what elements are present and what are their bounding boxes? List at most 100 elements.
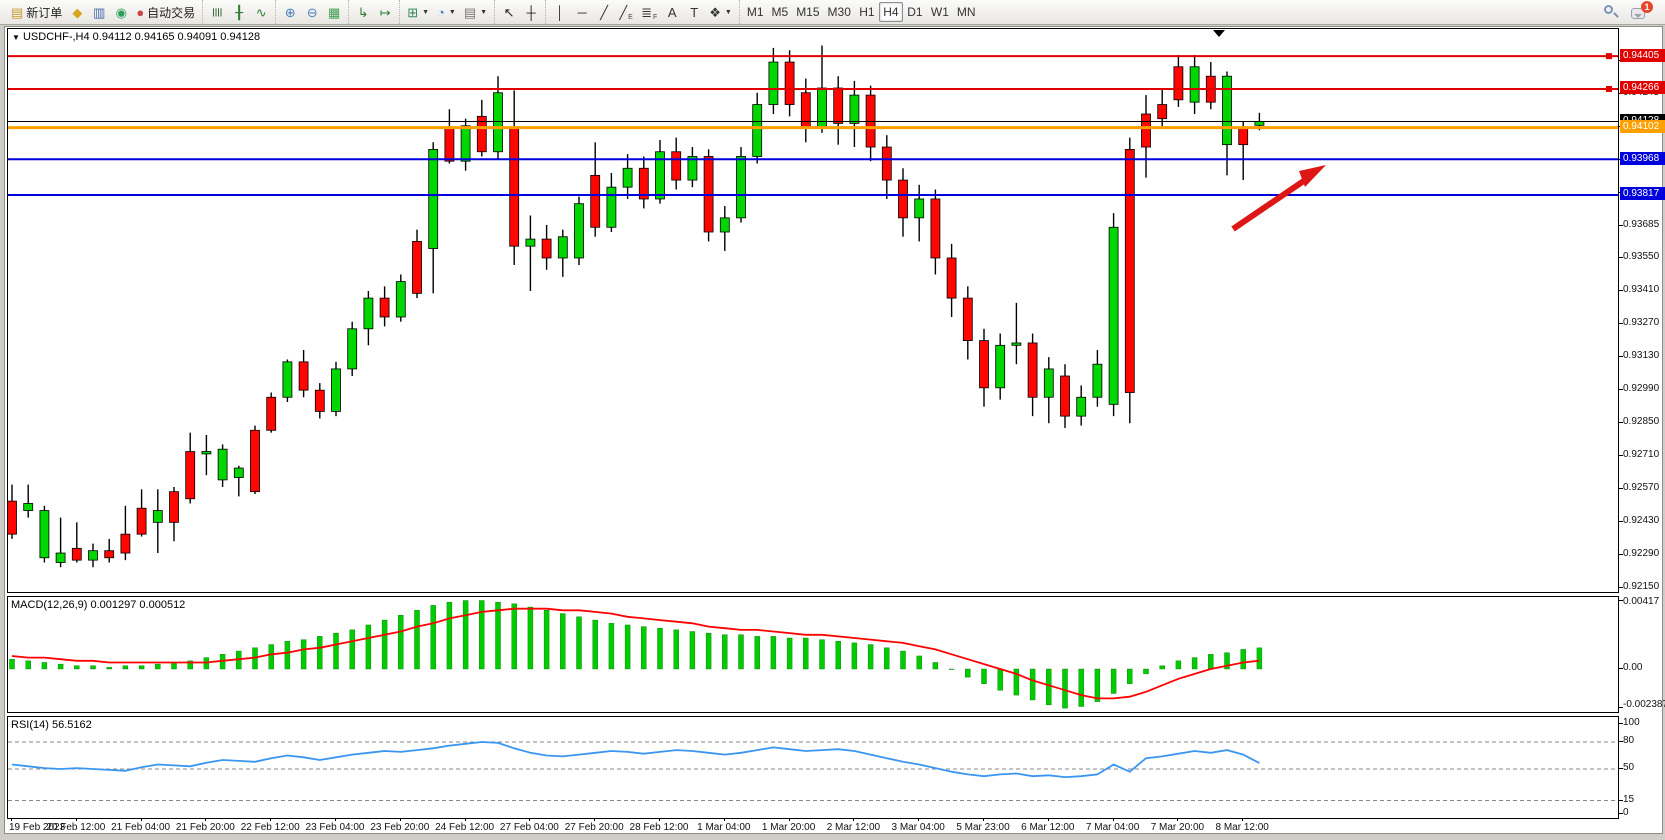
timeframe-M5-button[interactable]: M5 <box>768 2 793 22</box>
autotrading-button[interactable]: ● 自动交易 <box>132 2 199 22</box>
gold-diamond-button[interactable]: ◆ <box>66 2 88 22</box>
bull-candle-body <box>23 503 34 511</box>
bull-candle-body <box>1092 363 1103 398</box>
bear-candle-body <box>1173 66 1184 101</box>
candle <box>1189 54 1200 114</box>
candle <box>1043 357 1054 424</box>
macd-histogram-bar <box>997 668 1003 691</box>
arrow-annotation-head[interactable] <box>1299 165 1326 187</box>
tile-windows-button[interactable]: ▦ <box>323 2 345 22</box>
notifications-icon[interactable]: 1 <box>1631 1 1653 20</box>
macd-histogram-bar <box>1078 668 1084 707</box>
bull-candle-body <box>849 94 860 124</box>
timeframe-H1-button[interactable]: H1 <box>855 2 879 22</box>
rsi-scale-label: 15 <box>1623 793 1635 805</box>
fibonacci-button[interactable]: ≣ F <box>637 2 661 22</box>
search-icon[interactable] <box>1603 4 1619 20</box>
timeframe-M1-button[interactable]: M1 <box>743 2 768 22</box>
periods-dropdown-icon[interactable]: ▼ <box>448 8 456 16</box>
bull-candle-body <box>493 92 503 153</box>
rsi-axis[interactable]: 100 80 50 15 0 <box>1619 716 1665 819</box>
candle <box>282 359 293 402</box>
main-chart-panel[interactable] <box>7 28 1619 593</box>
candle <box>1173 54 1184 107</box>
timeframe-W1-button[interactable]: W1 <box>927 2 953 22</box>
timeframe-H4-label: H4 <box>883 5 899 19</box>
periods-button[interactable]: ◔ ▼ <box>433 2 460 22</box>
macd-histogram-bar <box>576 616 582 670</box>
bull-candle-body <box>525 238 536 247</box>
candle <box>169 486 179 542</box>
candle <box>1157 88 1168 129</box>
price-tick-label: 0.93685 <box>1623 219 1660 231</box>
rsi-tickmark <box>1619 741 1623 742</box>
price-tick-label: 0.92710 <box>1623 449 1660 461</box>
bars-chart-button[interactable]: ≣ <box>206 2 228 22</box>
horizontal-line-button[interactable]: ─ <box>571 2 593 22</box>
macd-histogram-bar <box>560 613 566 670</box>
timeframe-M15-button[interactable]: M15 <box>792 2 823 22</box>
candlestick-chart-button[interactable]: ╂ <box>228 2 250 22</box>
templates-button[interactable]: ▤ ▼ <box>460 2 491 22</box>
macd-histogram-bar <box>835 641 841 670</box>
templates-dropdown-icon[interactable]: ▼ <box>480 8 488 16</box>
rsi-panel[interactable] <box>7 716 1619 819</box>
bull-candle-body <box>768 61 779 105</box>
signals-button[interactable]: ◉ <box>110 2 132 22</box>
auto-scroll-button[interactable]: ↳ <box>352 2 374 22</box>
bear-candle-body <box>379 297 390 318</box>
resistance-line-1-handle[interactable] <box>1606 53 1612 60</box>
arrow-annotation[interactable] <box>1231 173 1313 232</box>
price-tickmark <box>1619 554 1623 556</box>
candle <box>347 321 358 377</box>
indicators-button[interactable]: ⊞ ▼ <box>403 2 433 22</box>
candle <box>1027 333 1038 417</box>
candle <box>1092 350 1103 407</box>
text-button[interactable]: A <box>661 2 683 22</box>
cursor-button[interactable]: ↖ <box>498 2 520 22</box>
equidistant-channel-button[interactable]: ╱ E <box>615 2 637 22</box>
bull-candle-body <box>39 510 50 559</box>
one-click-trading-toggle[interactable]: ▼ <box>12 33 20 42</box>
time-tickmark <box>853 818 855 821</box>
line-chart-button[interactable]: ∿ <box>250 2 272 22</box>
text-label-button[interactable]: T <box>683 2 705 22</box>
time-tickmark <box>594 818 596 821</box>
time-tick-label: 21 Feb 20:00 <box>175 822 235 833</box>
macd-histogram-bar <box>1240 649 1246 670</box>
bear-candle-body <box>1141 113 1151 148</box>
timeframe-H4-button[interactable]: H4 <box>878 2 903 22</box>
macd-axis[interactable]: 0.00417 0.00 -0.002387 <box>1619 596 1665 713</box>
timeframe-M30-button[interactable]: M30 <box>824 2 855 22</box>
trendline-button[interactable]: ╱ <box>593 2 615 22</box>
shapes-dropdown-icon[interactable]: ▼ <box>724 8 732 16</box>
macd-histogram-bar <box>122 665 129 670</box>
bear-candle-body <box>638 167 649 200</box>
vertical-line-button[interactable]: │ <box>549 2 571 22</box>
chart-edit-button[interactable]: ▥ <box>88 2 110 22</box>
indicators-dropdown-icon[interactable]: ▼ <box>422 8 430 16</box>
bear-candle-body <box>833 87 844 124</box>
price-axis[interactable]: 0.943850.942450.941050.939650.938250.936… <box>1619 28 1665 593</box>
zoom-out-button[interactable]: ⊖ <box>301 2 323 22</box>
chart-shift-button[interactable]: ↦ <box>374 2 396 22</box>
resistance-line-2-handle[interactable] <box>1606 85 1612 92</box>
candle <box>930 189 941 275</box>
macd-histogram-bar <box>884 647 890 670</box>
bull-candle-body <box>736 156 746 219</box>
crosshair-button[interactable]: ┼ <box>520 2 542 22</box>
timeframe-MN-button[interactable]: MN <box>953 2 980 22</box>
shapes-button[interactable]: ❖ ▼ <box>705 2 736 22</box>
macd-histogram-bar <box>965 668 971 678</box>
text-icon: A <box>667 4 677 20</box>
new-order-label: 新订单 <box>26 5 63 20</box>
rsi-svg <box>8 741 1618 801</box>
macd-panel[interactable] <box>7 596 1619 713</box>
time-axis[interactable]: 19 Feb 2023 20 Feb 12:00 21 Feb 04:00 21 Fe… <box>7 818 1619 835</box>
chart-shift-marker[interactable] <box>1213 30 1225 37</box>
new-order-button[interactable]: ▤ 新订单 <box>7 2 66 22</box>
zoom-in-button[interactable]: ⊕ <box>279 2 301 22</box>
line-chart-icon: ∿ <box>255 4 267 20</box>
timeframe-D1-button[interactable]: D1 <box>903 2 927 22</box>
time-tick-label: 21 Feb 04:00 <box>111 822 171 833</box>
